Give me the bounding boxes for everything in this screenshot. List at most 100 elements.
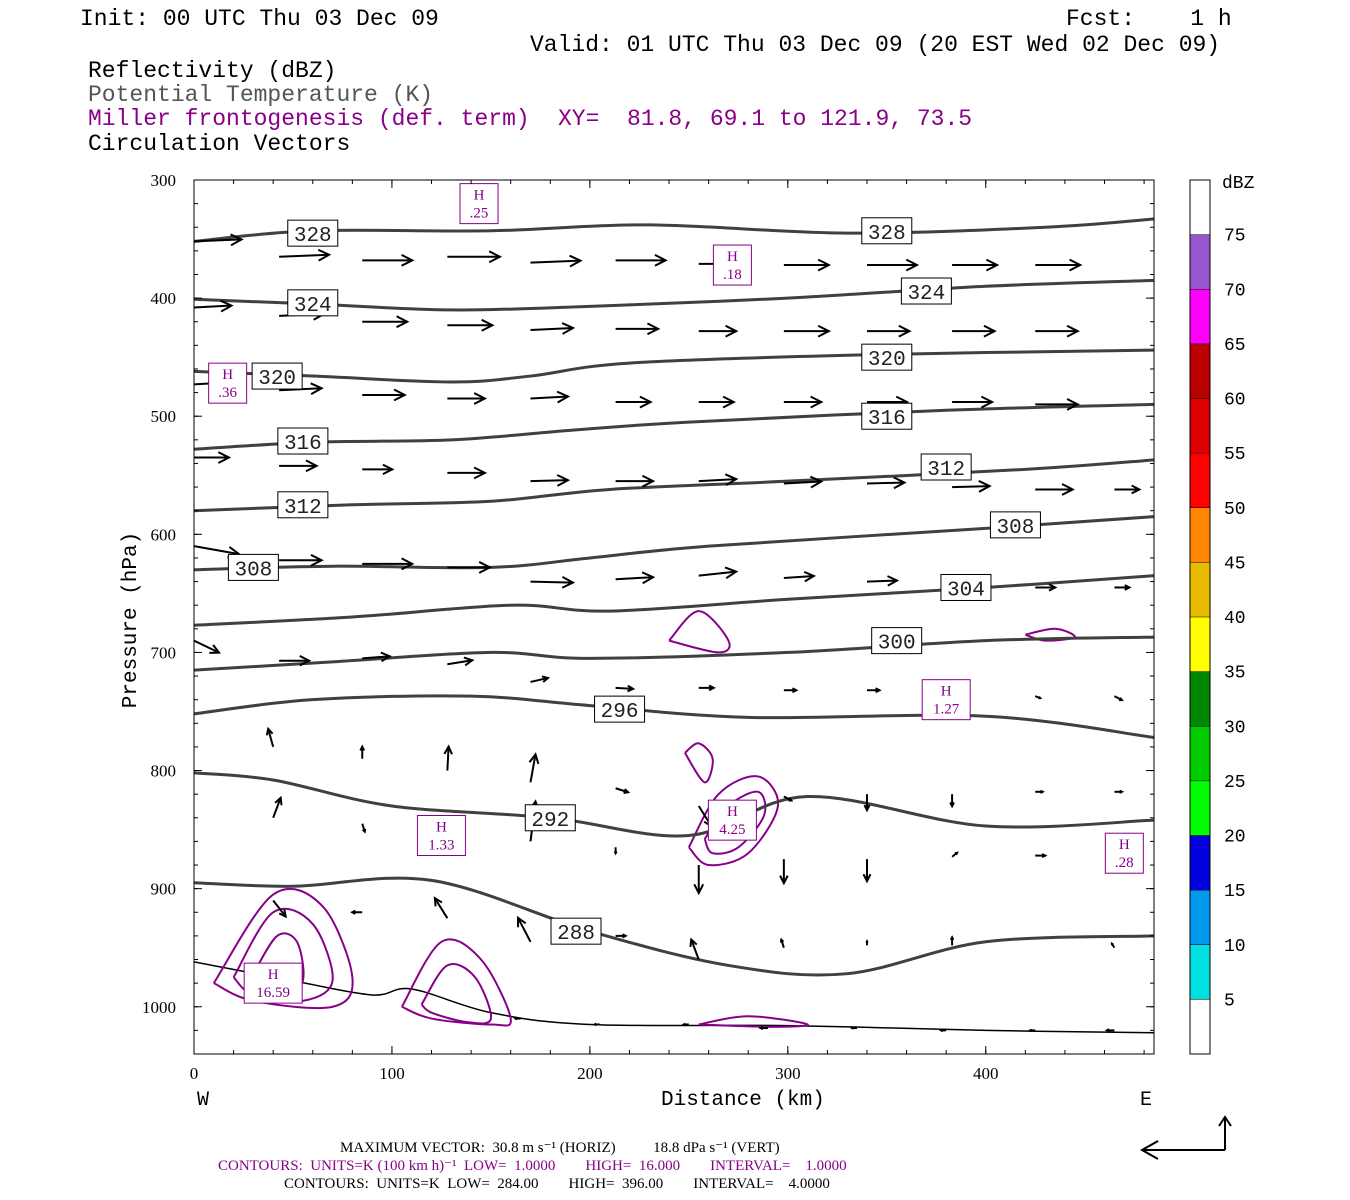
colorbar-swatch bbox=[1190, 234, 1210, 290]
y-tick-label: 700 bbox=[151, 643, 177, 662]
circulation-vector bbox=[530, 575, 576, 589]
circulation-vector bbox=[362, 557, 415, 571]
circulation-vector bbox=[949, 935, 955, 946]
frontogenesis-maximum: H 4.25 bbox=[707, 799, 757, 841]
circulation-vector bbox=[615, 395, 653, 409]
colorbar-swatch bbox=[1190, 944, 1210, 1000]
colorbar-level: 65 bbox=[1224, 336, 1246, 356]
colorbar-swatch bbox=[1190, 453, 1210, 508]
circulation-vector bbox=[783, 795, 794, 802]
theta-label: 324 bbox=[287, 289, 339, 318]
colorbar-swatch bbox=[1190, 999, 1210, 1054]
colorbar-level: 15 bbox=[1224, 882, 1246, 902]
svg-text:H: H bbox=[941, 684, 952, 700]
svg-text:H: H bbox=[268, 967, 279, 983]
theta-contour-312 bbox=[194, 458, 1154, 513]
circulation-vector bbox=[758, 1025, 769, 1031]
circulation-vector bbox=[1035, 324, 1080, 338]
circulation-vector bbox=[1035, 483, 1075, 496]
reference-vector bbox=[1139, 1115, 1232, 1160]
theta-label: 292 bbox=[524, 804, 576, 833]
circulation-vector bbox=[862, 859, 872, 884]
circulation-vector bbox=[513, 1016, 521, 1021]
colorbar-swatch bbox=[1190, 398, 1210, 454]
x-axis-label: Distance (km) bbox=[661, 1089, 825, 1112]
theta-label: 316 bbox=[861, 402, 913, 431]
theta-contour-300 bbox=[194, 635, 1154, 672]
theta-contour-320 bbox=[194, 348, 1154, 384]
circulation-vector bbox=[866, 687, 882, 694]
theta-contour-308 bbox=[194, 515, 1154, 572]
colorbar-level: 75 bbox=[1224, 227, 1246, 247]
valid-time: Valid: 01 UTC Thu 03 Dec 09 (20 EST Wed … bbox=[530, 32, 1221, 58]
circulation-vector bbox=[1110, 941, 1116, 949]
svg-text:292: 292 bbox=[531, 810, 569, 833]
circulation-vector bbox=[1035, 583, 1058, 592]
circulation-vector bbox=[1114, 789, 1125, 794]
y-tick-label: 800 bbox=[151, 762, 177, 781]
field-vectors: Circulation Vectors bbox=[88, 131, 351, 157]
circulation-vector bbox=[362, 463, 395, 476]
colorbar-level: 5 bbox=[1224, 991, 1235, 1011]
circulation-vector bbox=[1114, 484, 1142, 495]
west-label: W bbox=[197, 1089, 209, 1112]
circulation-vector bbox=[1034, 695, 1043, 700]
svg-text:300: 300 bbox=[878, 633, 916, 656]
circulation-vector bbox=[1113, 695, 1124, 702]
circulation-vector bbox=[615, 571, 656, 585]
circulation-vector bbox=[447, 561, 493, 574]
circulation-vector bbox=[362, 253, 415, 267]
circulation-vector bbox=[447, 250, 503, 264]
frontogenesis-maximum: H 16.59 bbox=[243, 962, 303, 1004]
colorbar: 5 10 15 20 25 30 35 40 45 50 55 60 65 70 75 dBZ bbox=[1189, 174, 1255, 1055]
svg-text:.28: .28 bbox=[1115, 855, 1134, 871]
frontogenesis-contour bbox=[668, 610, 731, 654]
footer-contours-theta: CONTOURS: UNITS=K LOW= 284.00 HIGH= 396.… bbox=[284, 1176, 830, 1192]
theta-label: 328 bbox=[287, 219, 339, 248]
svg-text:296: 296 bbox=[601, 701, 639, 724]
footer-max-vector: MAXIMUM VECTOR: 30.8 m s⁻¹ (HORIZ) 18.8 … bbox=[340, 1140, 780, 1156]
svg-text:H: H bbox=[727, 804, 738, 820]
circulation-vector bbox=[693, 865, 705, 896]
frontogenesis-maximum: H .25 bbox=[459, 183, 499, 225]
svg-text:304: 304 bbox=[947, 579, 985, 602]
frontogenesis-maximum: H 1.27 bbox=[921, 679, 971, 721]
east-label: E bbox=[1140, 1089, 1152, 1112]
theta-label: 308 bbox=[989, 511, 1041, 540]
circulation-vector bbox=[1035, 398, 1080, 411]
theta-label: 288 bbox=[550, 917, 602, 946]
init-time: Init: 00 UTC Thu 03 Dec 09 bbox=[80, 6, 439, 32]
x-tick-label: 0 bbox=[190, 1064, 199, 1083]
circulation-vector bbox=[362, 315, 410, 329]
circulation-vector bbox=[779, 937, 785, 949]
circulation-vector bbox=[362, 388, 407, 402]
circulation-vector bbox=[952, 324, 997, 338]
colorbar-level: 25 bbox=[1224, 773, 1246, 793]
frontogenesis-contour bbox=[400, 938, 512, 1027]
theta-label: 308 bbox=[227, 553, 279, 582]
svg-text:320: 320 bbox=[868, 349, 906, 372]
theta-label: 304 bbox=[940, 573, 992, 602]
circulation-vector bbox=[866, 258, 920, 272]
y-tick-label: 1000 bbox=[142, 998, 176, 1017]
circulation-vector bbox=[783, 475, 824, 489]
circulation-vector bbox=[615, 474, 656, 488]
circulation-vector bbox=[447, 392, 488, 405]
frontogenesis-maximum: H .28 bbox=[1104, 832, 1144, 874]
circulation-vector bbox=[279, 459, 319, 473]
circulation-vector bbox=[698, 473, 739, 487]
theta-label: 312 bbox=[920, 453, 972, 482]
y-tick-label: 300 bbox=[151, 171, 177, 190]
colorbar-level: 70 bbox=[1224, 281, 1246, 301]
y-tick-label: 500 bbox=[151, 407, 177, 426]
circulation-vector bbox=[779, 859, 789, 886]
svg-text:308: 308 bbox=[234, 559, 272, 582]
frontogenesis-maximum: H .36 bbox=[208, 362, 248, 404]
circulation-vector bbox=[279, 248, 332, 262]
circulation-vector bbox=[866, 575, 900, 587]
circulation-vector bbox=[783, 395, 824, 409]
circulation-vector bbox=[362, 651, 392, 663]
circulation-vector bbox=[1028, 1028, 1036, 1033]
circulation-vector bbox=[949, 794, 955, 809]
colorbar-swatch bbox=[1190, 289, 1210, 344]
